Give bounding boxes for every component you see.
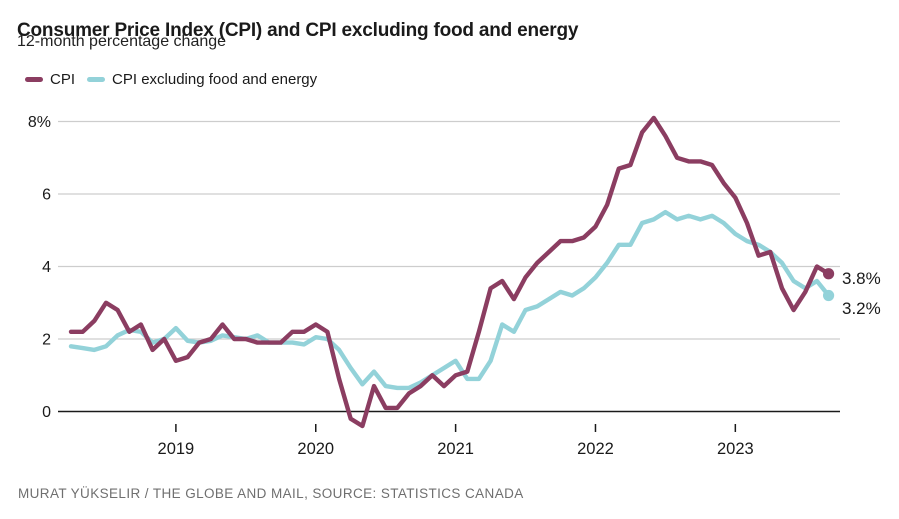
core-cpi-line xyxy=(68,209,831,391)
cpi-end-value-label: 3.8% xyxy=(842,269,881,288)
x-axis-tick-label: 2019 xyxy=(158,440,195,458)
x-axis-tick-label: 2023 xyxy=(717,440,754,458)
chart-title: Consumer Price Index (CPI) and CPI exclu… xyxy=(17,19,579,41)
cpi-line xyxy=(68,115,831,429)
legend-item-core-cpi: CPI excluding food and energy xyxy=(87,71,317,88)
chart-legend: CPI CPI excluding food and energy xyxy=(25,71,329,88)
legend-label-cpi: CPI xyxy=(50,71,76,88)
x-axis-tick-label: 2022 xyxy=(577,440,614,458)
cpi-line-swatch-icon xyxy=(25,77,43,82)
x-axis-tick-label: 2021 xyxy=(437,440,474,458)
y-axis-tick-label: 6 xyxy=(42,187,51,204)
y-axis-tick-label: 0 xyxy=(42,404,51,421)
y-axis-tick-label: 8% xyxy=(28,114,51,131)
source-credit: MURAT YÜKSELIR / THE GLOBE AND MAIL, SOU… xyxy=(18,486,524,501)
core-cpi-end-dot xyxy=(822,289,835,302)
y-axis-tick-label: 2 xyxy=(42,332,51,349)
core-cpi-end-value-label: 3.2% xyxy=(842,299,881,318)
x-axis-tick-label: 2020 xyxy=(297,440,334,458)
chart-subtitle: 12-month percentage change xyxy=(17,33,227,50)
core-cpi-line-swatch-icon xyxy=(87,77,106,82)
legend-item-cpi: CPI xyxy=(25,71,75,88)
cpi-end-dot xyxy=(822,268,835,280)
y-axis-tick-label: 4 xyxy=(42,259,51,276)
legend-label-core-cpi: CPI excluding food and energy xyxy=(112,71,318,88)
